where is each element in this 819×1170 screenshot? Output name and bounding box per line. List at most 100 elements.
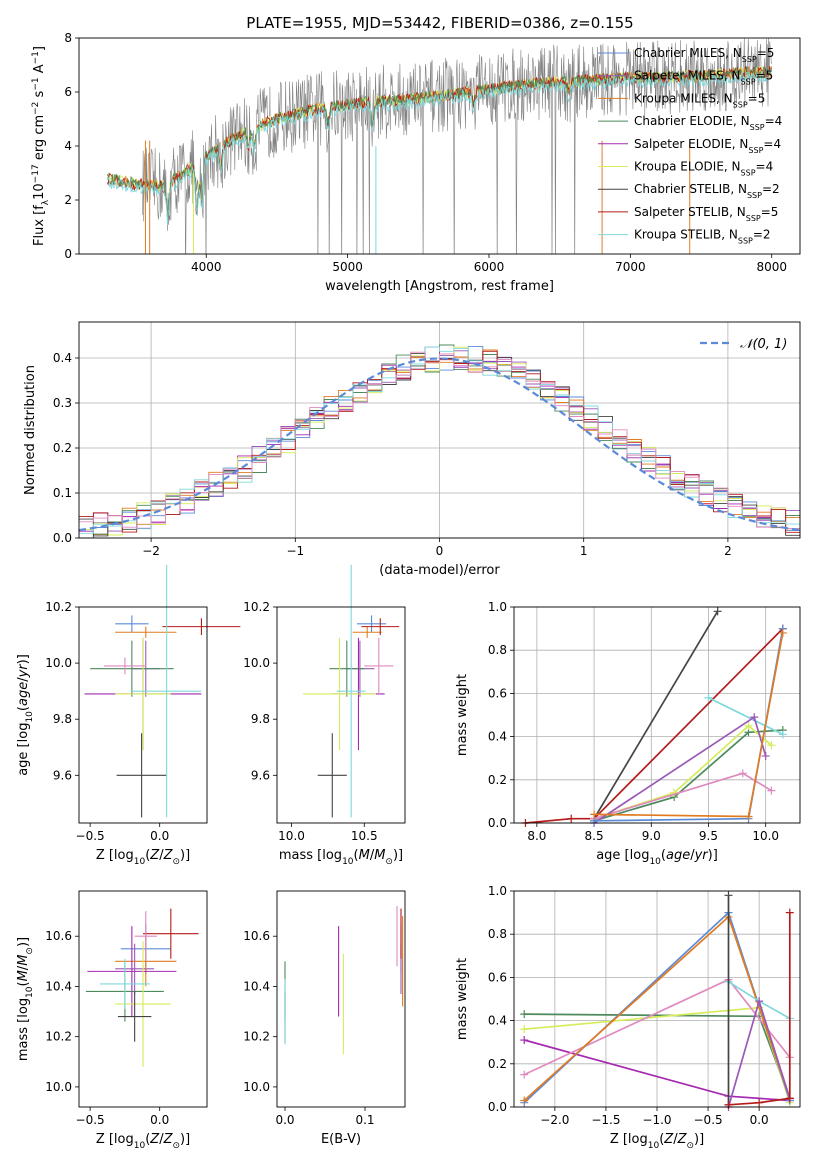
normal-curve [79, 357, 800, 532]
residual-histogram: −2 −1 0 1 2 0.0 0.1 0.2 0.3 0.4 (data-model)/error… [23, 321, 801, 578]
weight-point-marker [520, 1036, 529, 1045]
y-tick-label: 10.4 [45, 979, 72, 993]
axes-frame [78, 321, 801, 539]
weight-point-marker [590, 810, 599, 819]
x-tick-label: −0.5 [76, 829, 105, 843]
legend-value: =5 [748, 91, 766, 105]
weight-series-line [708, 696, 784, 736]
y-tick-label: 0.1 [53, 486, 72, 500]
weight-series-line [728, 912, 791, 1106]
weight-point-marker [520, 1070, 529, 1079]
y-tick-label: 0.2 [53, 441, 72, 455]
y-tick-label: 10.0 [243, 656, 270, 670]
legend-entry: 𝒩(0, 1) [740, 337, 787, 352]
x-tick-label: −1.0 [642, 1113, 671, 1127]
legend-subscript: SSP [738, 236, 753, 245]
weight-point-marker [755, 997, 764, 1006]
figure-title: PLATE=1955, MJD=53442, FIBERID=0386, z=0… [246, 14, 633, 32]
mass-weight-vs-age-plot: 8.0 8.5 9.0 9.5 10.0 0.0 0.2 0.4 0.6 0.8 1.0 age [l… [455, 600, 801, 867]
weight-point-marker [724, 1100, 733, 1109]
y-tick-label: 0.4 [488, 1014, 507, 1028]
x-tick-label: −0.5 [76, 1113, 105, 1127]
x-tick-label: 0.0 [750, 1113, 769, 1127]
y-axis-label: age [log10(age/yr)] [16, 654, 35, 776]
x-tick-label: 0.0 [150, 1113, 169, 1127]
x-axis-label: wavelength [Angstrom, rest frame] [325, 279, 554, 294]
x-tick-label: −0.5 [694, 1113, 723, 1127]
legend-entry: Kroupa ELODIE, NSSP=4 [634, 160, 773, 178]
model-spectrum-line [106, 66, 772, 220]
weight-point-marker [738, 769, 747, 778]
y-tick-label: 9.6 [53, 768, 72, 782]
y-axis-label: mass weight [455, 958, 470, 1040]
legend-subscript: SSP [742, 55, 757, 64]
weight-point-marker [724, 891, 733, 900]
legend-value: =4 [765, 114, 783, 128]
weight-point-marker [755, 1098, 764, 1107]
y-tick-label: 10.6 [45, 929, 72, 943]
x-tick-label: 0.0 [150, 829, 169, 843]
axes-frame [78, 890, 208, 1108]
weight-point-marker [520, 1096, 529, 1105]
axes-frame [78, 606, 208, 824]
axes-frame [276, 890, 406, 1108]
y-tick-label: 0.8 [488, 643, 507, 657]
weight-point-marker [750, 713, 759, 722]
x-tick-label: 8000 [756, 260, 787, 274]
y-tick-label: 9.8 [53, 712, 72, 726]
weight-series-line [593, 729, 783, 822]
legend-subscript: SSP [741, 168, 756, 177]
histogram-series [79, 351, 800, 530]
x-tick-label: −1 [286, 544, 304, 558]
weight-point-marker [778, 730, 787, 739]
weight-point-marker [713, 607, 722, 616]
x-tick-label: 9.0 [642, 829, 661, 843]
x-axis-label: (data-model)/error [379, 563, 500, 578]
legend-entry: Chabrier STELIB, NSSP=2 [634, 182, 780, 200]
y-tick-label: 0 [64, 247, 72, 261]
y-tick-label: 10.4 [243, 979, 270, 993]
legend-value: =5 [761, 205, 779, 219]
legend-value: =2 [762, 182, 780, 196]
y-tick-label: 10.0 [45, 656, 72, 670]
weight-point-marker [704, 693, 713, 702]
y-tick-label: 0.0 [488, 1100, 507, 1114]
weight-point-marker [767, 741, 776, 750]
y-axis-label: Flux [fλ10−17 erg cm−2 s−1 A−1] [31, 46, 51, 246]
x-tick-label: 2 [724, 544, 732, 558]
x-tick-label: 7000 [615, 260, 646, 274]
weight-point-marker [785, 1094, 794, 1103]
weight-point-marker [761, 752, 770, 761]
y-tick-label: 10.6 [243, 929, 270, 943]
legend-entry: Chabrier ELODIE, NSSP=4 [634, 114, 782, 132]
x-axis-label: mass [log10(M/M⊙)] [279, 848, 403, 867]
y-axis-label: mass [log10(M/M⊙)] [16, 937, 35, 1061]
y-tick-label: 0.2 [488, 773, 507, 787]
y-tick-label: 0.0 [53, 531, 72, 545]
x-axis-label: age [log10(age/yr)] [596, 848, 718, 867]
y-tick-label: 10.2 [243, 600, 270, 614]
x-tick-label: 0.0 [275, 1113, 294, 1127]
spectrum-plot: 4000 5000 6000 7000 8000 0 2 4 6 8 wavelength [Ang… [31, 31, 801, 294]
y-tick-label: 0.4 [488, 730, 507, 744]
x-tick-label: 5000 [332, 260, 363, 274]
legend-value: =4 [756, 160, 774, 174]
legend-subscript: SSP [746, 213, 761, 222]
y-tick-label: 10.2 [243, 1030, 270, 1044]
legend-subscript: SSP [750, 123, 765, 132]
x-tick-label: 10.0 [278, 829, 305, 843]
y-tick-label: 10.2 [45, 600, 72, 614]
x-tick-label: −1.5 [591, 1113, 620, 1127]
weight-point-marker [778, 628, 787, 637]
y-tick-label: 10.0 [45, 1080, 72, 1094]
x-tick-label: 1 [580, 544, 588, 558]
legend: Chabrier MILES, NSSP=5 Salpeter MILES, NS… [598, 46, 782, 245]
legend-subscript: SSP [741, 77, 756, 86]
legend-value: =5 [756, 69, 774, 83]
y-tick-label: 9.6 [251, 768, 270, 782]
axes-frame [513, 890, 801, 1108]
spectrum-lines [106, 38, 772, 254]
y-tick-label: 0.6 [488, 970, 507, 984]
legend-value: =2 [753, 228, 771, 242]
